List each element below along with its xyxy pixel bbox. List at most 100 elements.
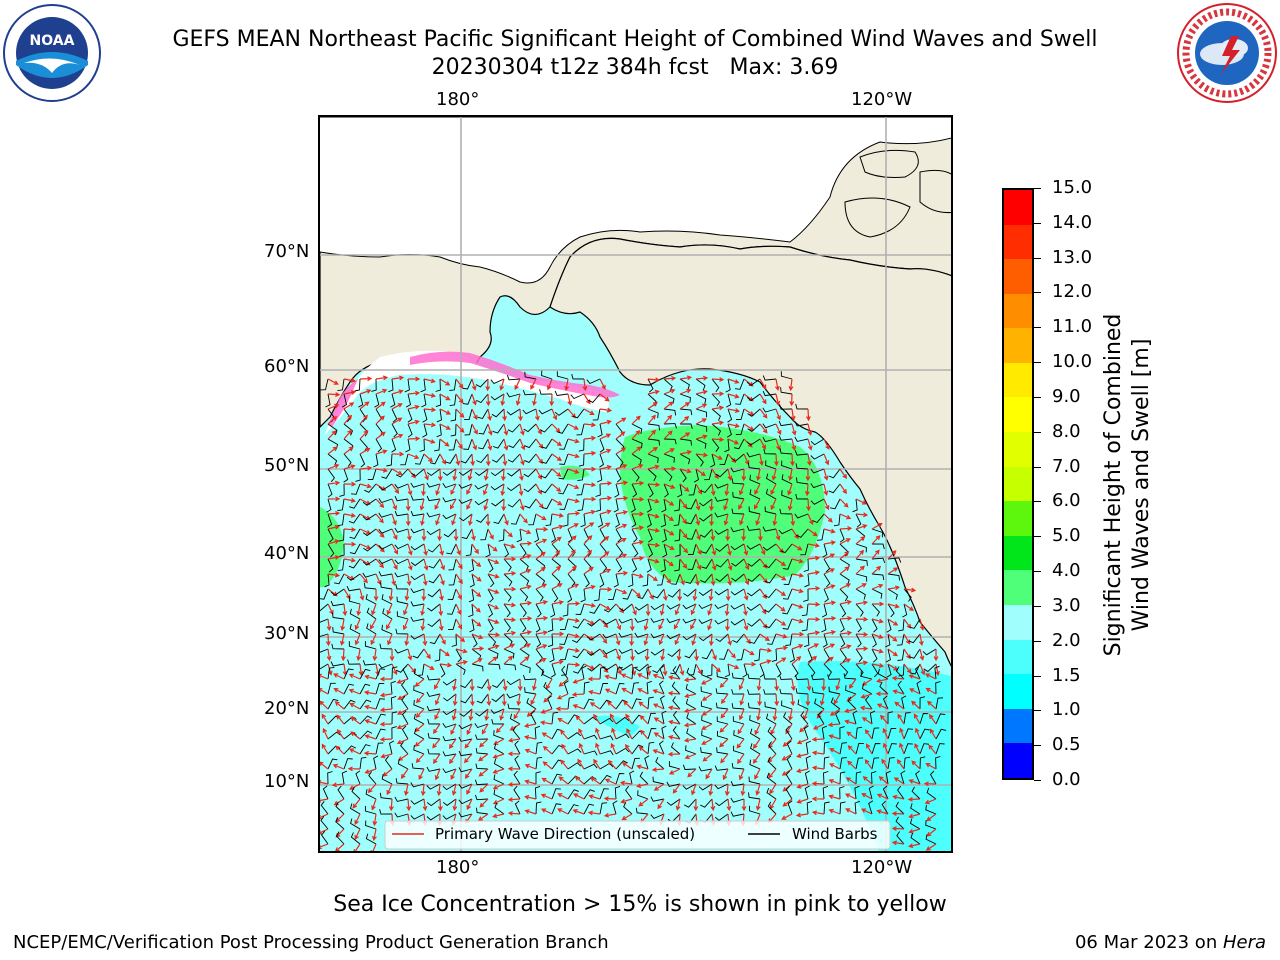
wind-barb xyxy=(514,740,521,755)
wave-direction-arrow xyxy=(335,843,345,851)
wave-direction-arrow xyxy=(615,648,621,661)
wind-barb xyxy=(519,588,529,602)
wave-direction-arrow xyxy=(469,693,475,707)
wave-direction-arrow xyxy=(615,510,629,515)
colorbar-tick-label: 1.5 xyxy=(1052,664,1081,686)
wave-direction-arrow xyxy=(789,393,795,407)
wind-barb xyxy=(395,468,409,478)
wind-barb xyxy=(330,661,345,667)
wave-direction-arrow xyxy=(423,422,437,428)
wave-direction-arrow xyxy=(435,483,441,496)
wave-direction-arrow xyxy=(647,498,660,504)
wind-barb xyxy=(811,687,825,695)
colorbar-tick-mark xyxy=(1034,327,1041,329)
wind-barb xyxy=(781,474,793,485)
wind-barb xyxy=(547,618,554,633)
wave-direction-arrow xyxy=(663,448,675,455)
wave-direction-arrow xyxy=(755,513,761,526)
wave-direction-arrow xyxy=(695,452,709,458)
wave-direction-arrow xyxy=(772,708,778,722)
wave-direction-arrow xyxy=(471,573,482,582)
wind-barb xyxy=(861,683,873,695)
wave-direction-arrow xyxy=(727,438,740,445)
wave-direction-arrow xyxy=(759,659,772,665)
lat-label-40n: 40°N xyxy=(264,543,310,564)
wind-barb xyxy=(922,648,937,656)
colorbar-label-line1: Significant Height of Combined xyxy=(1101,313,1126,657)
wind-barb xyxy=(391,711,398,725)
wind-barb xyxy=(388,378,394,393)
wave-direction-arrow xyxy=(587,676,600,682)
wind-barb xyxy=(475,807,489,815)
wave-direction-arrow xyxy=(607,759,617,770)
wave-direction-arrow xyxy=(406,528,412,542)
wave-direction-arrow xyxy=(524,809,537,815)
wave-direction-arrow xyxy=(887,603,900,609)
wave-direction-arrow xyxy=(375,449,388,455)
wave-direction-arrow xyxy=(848,678,857,689)
wave-direction-arrow xyxy=(485,378,491,392)
wave-direction-arrow xyxy=(500,393,506,407)
wave-direction-arrow xyxy=(551,550,561,560)
wind-barb xyxy=(730,618,745,626)
wave-direction-arrow xyxy=(645,603,651,617)
wind-barb xyxy=(789,648,795,663)
wind-barb xyxy=(631,757,640,770)
wind-barb xyxy=(507,468,521,477)
wave-direction-arrow xyxy=(372,813,378,827)
wind-barb xyxy=(666,798,681,806)
wind-barb xyxy=(763,448,777,455)
wave-direction-arrow xyxy=(839,483,847,495)
wave-zone-3m-east xyxy=(620,425,825,584)
wave-direction-arrow xyxy=(389,648,395,662)
wind-barb xyxy=(396,596,409,605)
wave-direction-arrow xyxy=(759,453,764,467)
wind-barb xyxy=(478,438,489,450)
wind-barb xyxy=(560,618,569,631)
wind-barb xyxy=(367,468,377,480)
wind-barb xyxy=(394,483,409,489)
wind-barb xyxy=(375,713,386,725)
wave-direction-arrow xyxy=(631,496,645,502)
wave-direction-arrow xyxy=(514,378,521,391)
wave-direction-arrow xyxy=(896,758,905,770)
wind-barb xyxy=(631,528,638,543)
wave-direction-arrow xyxy=(422,798,428,812)
wave-direction-arrow xyxy=(519,630,533,635)
wave-direction-arrow xyxy=(439,408,452,415)
wind-barb xyxy=(646,513,652,528)
wind-barb xyxy=(685,698,697,710)
wind-barb xyxy=(427,748,441,755)
wave-direction-arrow xyxy=(647,446,658,455)
wave-direction-arrow xyxy=(871,663,885,668)
wave-direction-arrow xyxy=(541,777,553,785)
wave-direction-arrow xyxy=(663,388,676,395)
wind-barb xyxy=(786,740,793,755)
wave-direction-arrow xyxy=(673,618,681,630)
wave-direction-arrow xyxy=(872,601,885,607)
wind-barb xyxy=(355,468,361,482)
wave-direction-arrow xyxy=(615,553,628,560)
wave-direction-arrow xyxy=(637,673,649,680)
wind-barb xyxy=(567,789,579,800)
wave-direction-arrow xyxy=(560,729,569,740)
wind-barb xyxy=(359,699,372,710)
wave-direction-arrow xyxy=(455,438,463,450)
wind-barb xyxy=(476,393,489,404)
wind-barb xyxy=(698,766,713,772)
wind-barb xyxy=(475,763,489,770)
wave-direction-arrow xyxy=(551,408,558,421)
wave-direction-arrow xyxy=(823,468,829,481)
wind-barb xyxy=(327,483,333,498)
wind-barb xyxy=(749,474,761,485)
wave-direction-arrow xyxy=(663,414,673,425)
wind-barb xyxy=(487,558,494,573)
wind-barb xyxy=(646,498,652,513)
wind-barb xyxy=(547,695,553,710)
wind-barb xyxy=(631,744,644,755)
wave-direction-arrow xyxy=(439,558,445,571)
wind-barb xyxy=(449,393,457,407)
wind-barb xyxy=(935,743,945,755)
colorbar-tick-label: 13.0 xyxy=(1052,246,1093,268)
wave-direction-arrow xyxy=(336,714,345,725)
